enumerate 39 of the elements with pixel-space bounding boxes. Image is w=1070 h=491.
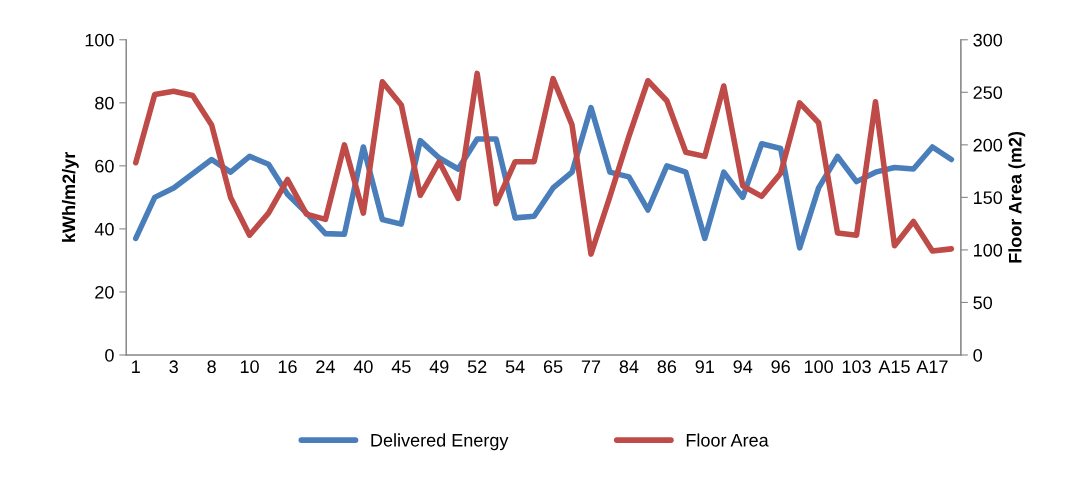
x-tick-label: 54 (505, 360, 525, 374)
x-tick-label: 103 (842, 360, 871, 374)
x-tick-label: 94 (733, 360, 753, 374)
y2-tick-label: 300 (973, 33, 1003, 47)
y-tick-label: 80 (95, 96, 114, 110)
x-tick-label: 100 (804, 360, 833, 374)
x-tick-label: 86 (657, 360, 677, 374)
x-tick-label: 24 (316, 360, 335, 373)
y2-tick-label: 50 (973, 296, 993, 310)
x-tick-label: 40 (353, 360, 373, 374)
y-tick-label: 20 (95, 285, 114, 299)
legend-label: Delivered Energy (371, 433, 509, 451)
x-tick-label: 10 (240, 360, 259, 374)
x-tick-label: 8 (207, 360, 216, 374)
y-tick-label: 40 (94, 222, 114, 236)
y2-axis-title: Floor Area (m2) (1008, 131, 1026, 263)
y2-tick-label: 150 (974, 191, 1003, 205)
x-tick-label: 1 (132, 360, 140, 373)
y2-tick-label: 100 (974, 243, 1003, 257)
x-tick-label: 45 (391, 360, 411, 374)
y-tick-label: 100 (85, 33, 114, 47)
y2-tick-label: 250 (973, 86, 1003, 100)
legend-label: Floor Area (686, 433, 769, 447)
y2-tick-label: 0 (973, 348, 982, 362)
x-tick-label: 91 (695, 360, 714, 374)
x-tick-label: A17 (916, 360, 948, 373)
x-tick-label: A15 (878, 360, 910, 374)
y-tick-label: 60 (95, 159, 114, 173)
x-tick-label: 65 (543, 360, 563, 374)
x-tick-label: 96 (771, 360, 790, 374)
y2-tick-label: 200 (973, 138, 1003, 152)
y-axis-title: kWh/m2/yr (61, 152, 79, 242)
x-tick-label: 3 (169, 360, 178, 374)
x-tick-label: 49 (429, 360, 449, 374)
x-tick-label: 84 (619, 360, 639, 374)
x-tick-label: 16 (278, 360, 297, 374)
x-tick-label: 77 (581, 360, 601, 373)
x-tick-label: 52 (467, 360, 487, 374)
y-tick-label: 0 (105, 348, 114, 362)
